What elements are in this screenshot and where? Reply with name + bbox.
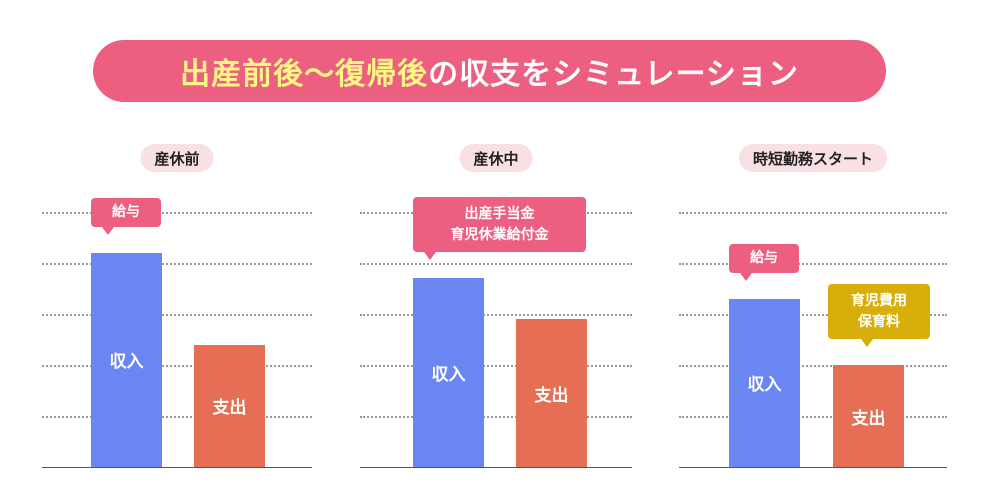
gridline [360,314,632,316]
callout-tail [102,226,114,235]
callout-text: 保育料 [858,313,900,330]
callout-text: 給与 [750,249,778,266]
expense-bar: 支出 [516,319,587,467]
gridline [679,212,947,214]
gridline [679,365,947,367]
gridline [42,416,312,418]
baseline [679,467,947,468]
gridline [42,314,312,316]
callout-text: 育児費用 [851,292,907,309]
callout-tail [861,339,873,347]
income-bar: 収入 [413,278,484,467]
gridline [679,314,947,316]
gridline [679,263,947,265]
page-title: 出産前後〜復帰後 の収支をシミュレーション [93,40,886,102]
title-highlight: 出産前後〜復帰後 [180,57,429,92]
callout-text: 育児休業給付金 [450,226,549,243]
baseline [42,467,312,468]
gridline [360,365,632,367]
callout-tail [424,252,436,261]
income-bar: 収入 [91,252,162,467]
income-callout: 給与 [729,243,799,281]
income-callout: 給与 [91,197,161,235]
callout-tail [740,272,752,281]
callout-text: 給与 [112,203,140,220]
expense-bar: 支出 [833,365,904,467]
gridline [360,416,632,418]
baseline [360,467,632,468]
callout-text: 出産手当金 [464,205,535,222]
income-callout: 出産手当金育児休業給付金 [413,197,586,261]
title-rest: の収支をシミュレーション [428,57,799,92]
expense-bar: 支出 [194,344,265,467]
gridline [679,416,947,418]
panel-label: 産休中 [459,144,533,172]
gridline [42,263,312,265]
panel-label: 産休前 [140,144,214,172]
income-bar: 収入 [729,298,800,467]
gridline [360,263,632,265]
gridline [42,365,312,367]
panel-label: 時短勤務スタート [738,144,888,172]
gridline [42,212,312,214]
expense-callout: 育児費用 保育料 [828,284,930,347]
